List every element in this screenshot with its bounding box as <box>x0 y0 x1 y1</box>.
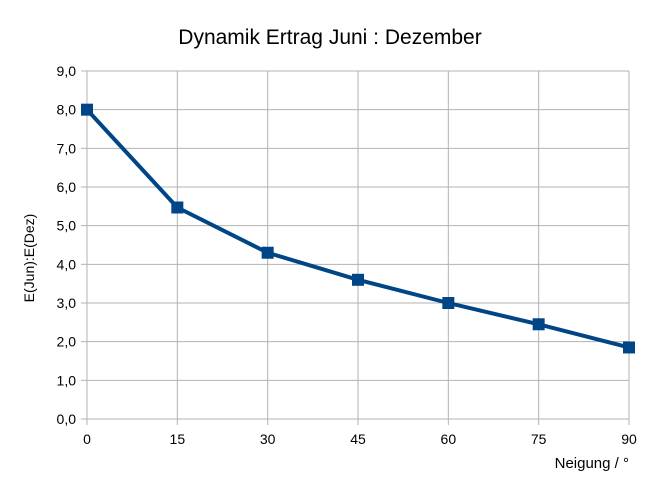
x-tick-label: 75 <box>531 431 547 447</box>
grid-lines <box>86 70 630 420</box>
x-tick-label: 0 <box>83 431 91 447</box>
data-point <box>81 103 93 116</box>
x-tick-label: 45 <box>350 431 366 447</box>
y-tick-label: 8,0 <box>57 102 77 118</box>
y-tick-label: 7,0 <box>57 140 77 156</box>
data-point <box>171 201 184 214</box>
chart-title: Dynamik Ertrag Juni : Dezember <box>178 26 481 49</box>
y-tick-label: 3,0 <box>57 295 77 311</box>
y-tick-label: 1,0 <box>57 372 77 388</box>
x-axis-label: Neigung / ° <box>555 455 629 472</box>
axes: 0,0 1,0 2,0 3,0 4,0 5,0 6,0 7,0 8,0 9,0 0 15 30 45 60 7… <box>57 63 637 447</box>
y-tick-label: 2,0 <box>57 334 77 350</box>
data-point <box>623 341 635 354</box>
y-tick-label: 9,0 <box>57 63 77 79</box>
y-tick-label: 0,0 <box>57 411 77 427</box>
x-tick-label: 90 <box>621 431 637 447</box>
y-tick-label: 6,0 <box>57 179 77 195</box>
data-point <box>532 318 545 331</box>
data-point <box>352 273 364 286</box>
x-tick-label: 15 <box>170 431 186 447</box>
y-tick-label: 5,0 <box>57 218 77 234</box>
data-point <box>261 246 274 259</box>
y-axis-label: E(Jun):E(Dez) <box>21 214 37 303</box>
series-layer <box>81 103 635 354</box>
x-tick-label: 30 <box>260 431 276 447</box>
data-point <box>442 297 455 309</box>
x-tick-label: 60 <box>441 431 457 447</box>
y-tick-label: 4,0 <box>57 256 77 272</box>
